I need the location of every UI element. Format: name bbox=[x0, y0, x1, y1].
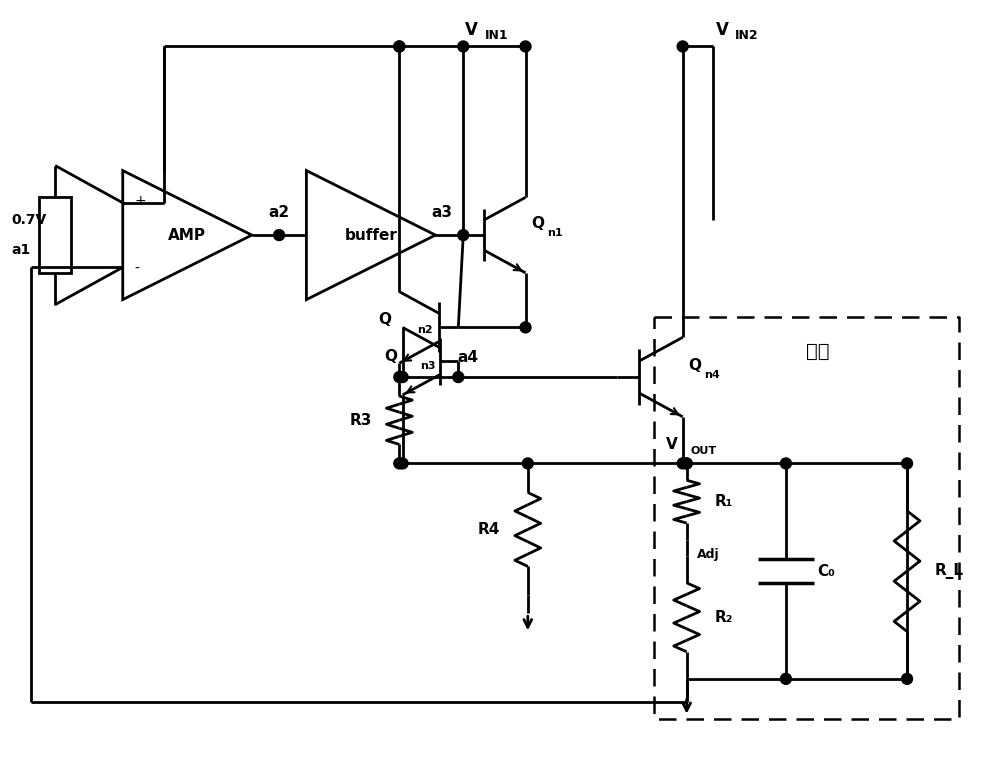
Circle shape bbox=[522, 458, 533, 469]
Text: buffer: buffer bbox=[345, 228, 397, 242]
Text: n3: n3 bbox=[420, 361, 436, 371]
Text: R₁: R₁ bbox=[714, 494, 733, 509]
Text: V: V bbox=[666, 437, 678, 451]
Circle shape bbox=[397, 371, 408, 382]
Circle shape bbox=[274, 230, 285, 241]
Circle shape bbox=[780, 674, 791, 684]
Circle shape bbox=[394, 41, 405, 52]
Text: Q: Q bbox=[378, 312, 391, 327]
Text: a1: a1 bbox=[12, 243, 31, 257]
Text: R4: R4 bbox=[478, 522, 500, 537]
Circle shape bbox=[397, 458, 408, 469]
Text: a2: a2 bbox=[269, 205, 290, 220]
Text: IN2: IN2 bbox=[735, 29, 759, 42]
Text: 片外: 片外 bbox=[806, 341, 829, 361]
Text: IN1: IN1 bbox=[485, 29, 509, 42]
Text: C₀: C₀ bbox=[818, 564, 836, 578]
Circle shape bbox=[902, 674, 912, 684]
Bar bbox=[39, 198, 71, 273]
Circle shape bbox=[780, 458, 791, 469]
Circle shape bbox=[458, 41, 469, 52]
Text: OUT: OUT bbox=[691, 447, 717, 457]
Text: -: - bbox=[135, 262, 140, 276]
Circle shape bbox=[453, 371, 464, 382]
Circle shape bbox=[520, 322, 531, 333]
Circle shape bbox=[681, 458, 692, 469]
Circle shape bbox=[394, 371, 405, 382]
Text: R_L: R_L bbox=[935, 563, 964, 579]
Text: a3: a3 bbox=[431, 205, 452, 220]
Text: Adj: Adj bbox=[697, 548, 719, 561]
Text: Q: Q bbox=[385, 348, 398, 364]
Circle shape bbox=[520, 41, 531, 52]
Text: R3: R3 bbox=[349, 413, 372, 428]
Text: Q: Q bbox=[689, 358, 702, 373]
Text: n4: n4 bbox=[705, 370, 720, 380]
Circle shape bbox=[902, 458, 912, 469]
Text: R₂: R₂ bbox=[714, 610, 733, 624]
Text: n1: n1 bbox=[547, 228, 563, 238]
Circle shape bbox=[677, 41, 688, 52]
Circle shape bbox=[394, 458, 405, 469]
Text: +: + bbox=[135, 194, 146, 208]
Text: AMP: AMP bbox=[168, 228, 206, 242]
Text: Q: Q bbox=[531, 215, 544, 231]
Circle shape bbox=[677, 458, 688, 469]
Text: a4: a4 bbox=[457, 350, 478, 365]
Text: 0.7V: 0.7V bbox=[12, 213, 47, 227]
Text: V: V bbox=[715, 21, 728, 38]
Circle shape bbox=[681, 458, 692, 469]
Circle shape bbox=[458, 230, 469, 241]
Text: n2: n2 bbox=[417, 325, 433, 335]
Circle shape bbox=[394, 41, 405, 52]
Text: V: V bbox=[465, 21, 478, 38]
